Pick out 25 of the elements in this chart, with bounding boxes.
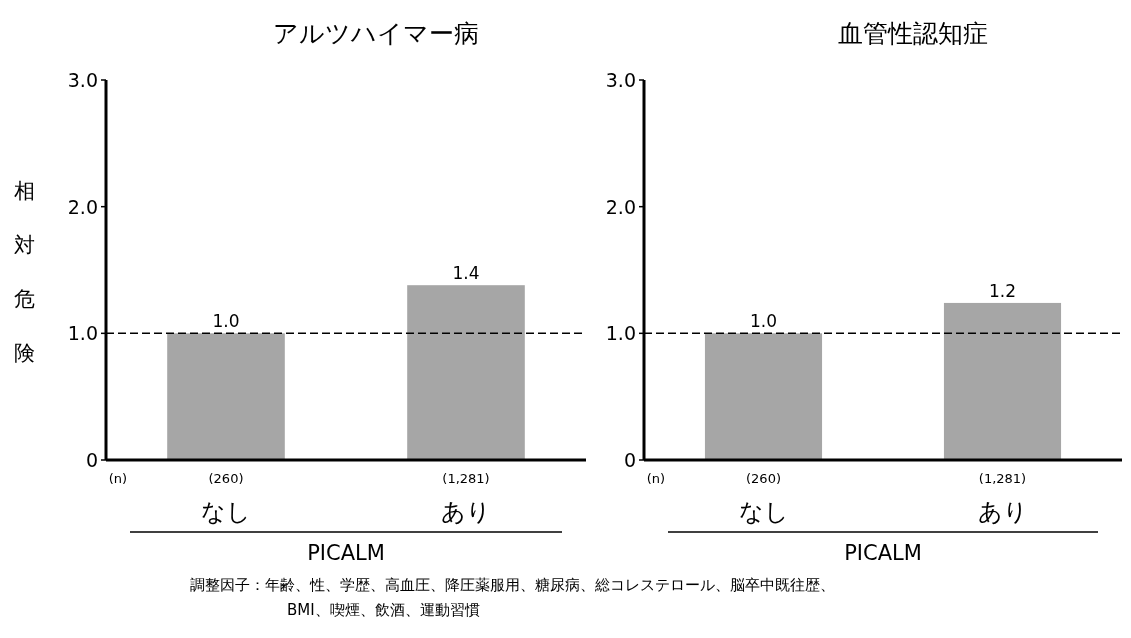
y-tick-label: 0 xyxy=(623,449,636,471)
y-tick-label: 0 xyxy=(85,449,98,471)
y-tick-label: 1.0 xyxy=(605,322,636,345)
chart-title: 血管性認知症 xyxy=(838,19,988,48)
text: (n) xyxy=(646,471,666,486)
text: BMI、喫煙、飲酒、運動習慣 xyxy=(287,601,480,619)
x-tick-label: (260) なし xyxy=(738,471,789,526)
text: 調整因子：年齢、性、学歴、高血圧、降圧薬服用、糖尿病、総コレステロール、脳卒中既往歴、 xyxy=(190,576,835,594)
data-label: 1.4 xyxy=(452,263,480,284)
y-tick-label: 3.0 xyxy=(67,69,98,91)
x-tick-label: (1,281) あり xyxy=(441,471,491,526)
y-tick-label: 2.0 xyxy=(67,195,98,218)
text: (n) xyxy=(108,471,128,486)
x-axis-title: PICALM xyxy=(307,541,385,565)
text: 相対危険 xyxy=(13,179,35,365)
y-tick-label: 2.0 xyxy=(605,195,636,218)
x-axis-title: PICALM xyxy=(844,541,922,565)
chart-title: アルツハイマー病 xyxy=(273,19,479,48)
x-tick-label: (1,281) あり xyxy=(977,471,1028,526)
y-tick-label: 3.0 xyxy=(605,69,636,91)
x-tick-label: (260) なし xyxy=(201,471,251,526)
data-label: 1.0 xyxy=(749,311,778,332)
y-tick-label: 1.0 xyxy=(67,322,98,345)
data-label: 1.0 xyxy=(212,311,240,332)
data-label: 1.2 xyxy=(988,280,1017,301)
